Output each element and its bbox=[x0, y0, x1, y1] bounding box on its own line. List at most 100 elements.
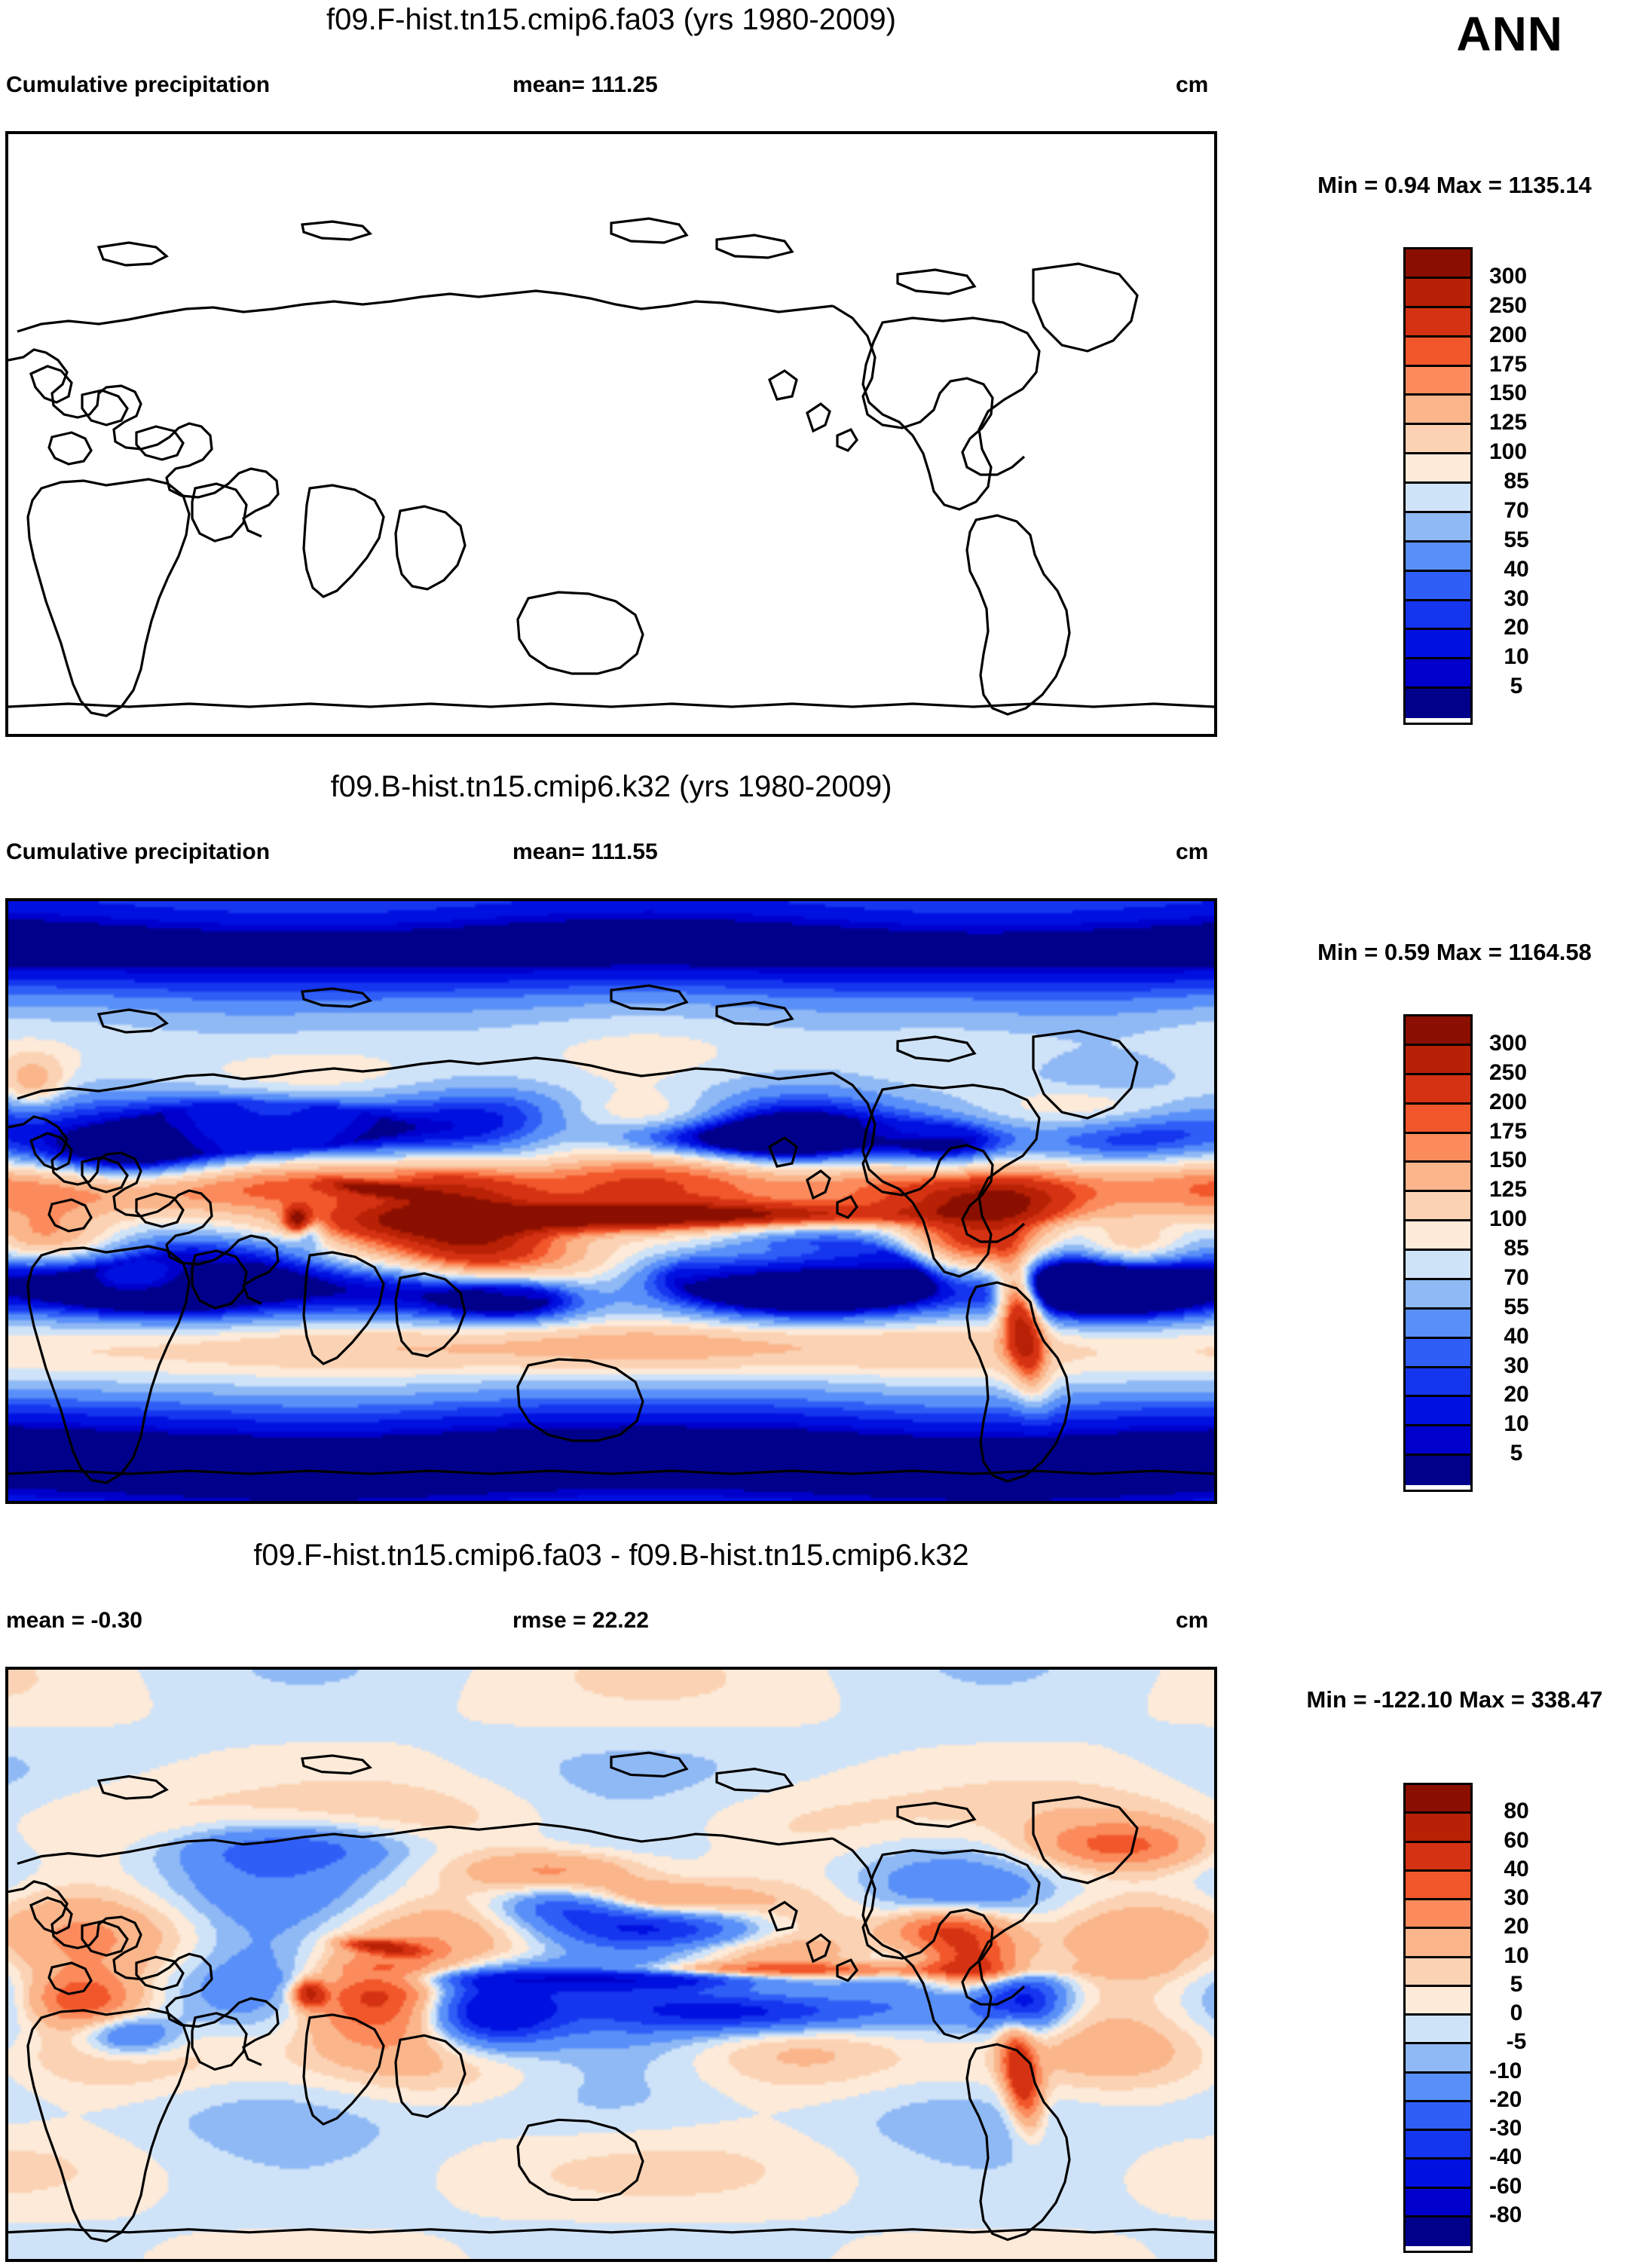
colorbar-cell bbox=[1406, 2073, 1470, 2102]
colorbar-cell bbox=[1406, 1456, 1470, 1485]
colorbar-cell bbox=[1406, 630, 1470, 660]
colorbar-cell bbox=[1406, 1842, 1470, 1872]
colorbar-tick-label: 0 bbox=[1510, 2001, 1523, 2025]
colorbar-cell bbox=[1406, 1192, 1470, 1222]
colorbar-tick-label: 250 bbox=[1489, 1059, 1528, 1085]
colorbar-cell bbox=[1406, 2044, 1470, 2074]
panel-1-colorbar bbox=[1403, 247, 1473, 725]
colorbar-cell bbox=[1406, 2131, 1470, 2160]
coastline-overlay bbox=[8, 984, 1214, 1484]
colorbar-cell bbox=[1406, 1163, 1470, 1193]
colorbar-tick-label: 80 bbox=[1504, 1799, 1529, 1824]
colorbar-tick-label: 55 bbox=[1504, 527, 1529, 552]
panel-3-units-label: cm bbox=[1176, 1608, 1209, 1633]
colorbar-tick-label: 10 bbox=[1504, 1411, 1529, 1437]
colorbar-cell bbox=[1406, 2159, 1470, 2189]
panel-1-map bbox=[5, 131, 1217, 737]
colorbar-tick-label: 150 bbox=[1489, 1148, 1528, 1173]
colorbar-cell bbox=[1406, 307, 1470, 338]
colorbar-tick-label: 100 bbox=[1489, 439, 1528, 465]
colorbar-cell bbox=[1406, 2101, 1470, 2131]
colorbar-tick-label: 125 bbox=[1489, 410, 1528, 436]
colorbar-tick-label: 20 bbox=[1504, 1382, 1529, 1408]
colorbar-tick-label: 30 bbox=[1504, 1885, 1529, 1910]
colorbar-tick-label: 200 bbox=[1489, 322, 1528, 347]
colorbar-cell bbox=[1406, 689, 1470, 718]
colorbar-cell bbox=[1406, 1986, 1470, 2016]
colorbar-cell bbox=[1406, 396, 1470, 426]
precipitation-field bbox=[8, 734, 1214, 737]
colorbar-cell bbox=[1406, 484, 1470, 513]
colorbar-cell bbox=[1406, 1785, 1470, 1814]
colorbar-tick-label: 30 bbox=[1504, 585, 1529, 611]
colorbar-cell bbox=[1406, 1074, 1470, 1105]
season-label: ANN bbox=[1456, 7, 1563, 61]
colorbar-tick-label: 30 bbox=[1504, 1353, 1529, 1378]
colorbar-cell bbox=[1406, 1104, 1470, 1134]
colorbar-cell bbox=[1406, 1871, 1470, 1900]
colorbar-tick-label: 300 bbox=[1489, 263, 1528, 289]
colorbar-cell bbox=[1406, 571, 1470, 601]
colorbar-tick-label: 85 bbox=[1504, 469, 1529, 494]
colorbar-cell bbox=[1406, 1397, 1470, 1427]
panel-3-colorbar bbox=[1403, 1783, 1473, 2253]
panel-2-title: f09.B-hist.tn15.cmip6.k32 (yrs 1980-2009… bbox=[330, 770, 892, 803]
colorbar-cell bbox=[1406, 1814, 1470, 1843]
colorbar-tick-label: 20 bbox=[1504, 615, 1529, 640]
colorbar-cell bbox=[1406, 542, 1470, 572]
colorbar-tick-label: 10 bbox=[1504, 1942, 1529, 1968]
colorbar-tick-label: 40 bbox=[1504, 1323, 1529, 1349]
panel-3-minmax: Min = -122.10 Max = 338.47 bbox=[1306, 1686, 1603, 1713]
colorbar-tick-label: 175 bbox=[1489, 351, 1528, 377]
colorbar-cell bbox=[1406, 1929, 1470, 1958]
colorbar-cell bbox=[1406, 1045, 1470, 1075]
colorbar-tick-label: 40 bbox=[1504, 556, 1529, 582]
panel-3-header-row: mean = -0.30 rmse = 22.22 cm bbox=[0, 1608, 1222, 1634]
panel-2-minmax: Min = 0.59 Max = 1164.58 bbox=[1317, 939, 1592, 965]
colorbar-tick-label: -30 bbox=[1489, 2116, 1522, 2141]
colorbar-tick-label: 70 bbox=[1504, 1264, 1529, 1290]
panel-3-rmse-label: rmse = 22.22 bbox=[512, 1608, 649, 1633]
colorbar-tick-label: -10 bbox=[1489, 2058, 1522, 2083]
colorbar-tick-label: 60 bbox=[1504, 1827, 1529, 1853]
colorbar-tick-label: 250 bbox=[1489, 292, 1528, 318]
colorbar-cell bbox=[1406, 425, 1470, 455]
panel-1-colorbar-labels: 300 250 200 175 150 125 100 85 70 55 40 30 20 10 5 bbox=[1489, 247, 1602, 725]
colorbar-cell bbox=[1406, 1279, 1470, 1310]
panel-3-map bbox=[5, 1667, 1217, 2262]
colorbar-cell bbox=[1406, 1426, 1470, 1456]
colorbar-tick-label: -40 bbox=[1489, 2144, 1522, 2170]
colorbar-cell bbox=[1406, 366, 1470, 396]
panel-3-mean-label: mean = -0.30 bbox=[6, 1608, 142, 1633]
colorbar-tick-label: 70 bbox=[1504, 497, 1529, 523]
colorbar-tick-label: 55 bbox=[1504, 1294, 1529, 1319]
colorbar-tick-label: 85 bbox=[1504, 1236, 1529, 1261]
panel-1-variable-label: Cumulative precipitation bbox=[6, 72, 271, 97]
colorbar-cell bbox=[1406, 1016, 1470, 1046]
colorbar-cell bbox=[1406, 337, 1470, 367]
panel-2-map bbox=[5, 898, 1217, 1504]
panel-2-units-label: cm bbox=[1176, 839, 1209, 864]
colorbar-cell bbox=[1406, 1338, 1470, 1368]
panel-3-colorbar-labels: 80 60 40 30 20 10 5 0 -5 -10 -20 -30 -40 -60 -80 bbox=[1489, 1783, 1602, 2253]
colorbar-cell bbox=[1406, 1958, 1470, 1987]
panel-2-mean-label: mean= 111.55 bbox=[512, 839, 658, 864]
colorbar-tick-label: 100 bbox=[1489, 1206, 1528, 1232]
colorbar-tick-label: -80 bbox=[1489, 2202, 1522, 2227]
colorbar-cell bbox=[1406, 1133, 1470, 1163]
colorbar-tick-label: 200 bbox=[1489, 1089, 1528, 1114]
colorbar-tick-label: 5 bbox=[1510, 674, 1523, 699]
colorbar-cell bbox=[1406, 2188, 1470, 2218]
colorbar-tick-label: 175 bbox=[1489, 1118, 1528, 1144]
panel-1-units-label: cm bbox=[1176, 72, 1209, 97]
colorbar-tick-label: 10 bbox=[1504, 644, 1529, 670]
colorbar-cell bbox=[1406, 249, 1470, 279]
panel-2-colorbar-labels: 300 250 200 175 150 125 100 85 70 55 40 30 20 10 5 bbox=[1489, 1014, 1602, 1492]
colorbar-tick-label: 300 bbox=[1489, 1030, 1528, 1056]
panel-3-title: f09.F-hist.tn15.cmip6.fa03 - f09.B-hist.… bbox=[253, 1539, 969, 1572]
colorbar-cell bbox=[1406, 1221, 1470, 1251]
colorbar-tick-label: -20 bbox=[1489, 2086, 1522, 2112]
panel-1-mean-label: mean= 111.25 bbox=[512, 72, 658, 97]
colorbar-tick-label: -5 bbox=[1506, 2029, 1527, 2055]
panel-1-title: f09.F-hist.tn15.cmip6.fa03 (yrs 1980-200… bbox=[326, 3, 896, 36]
